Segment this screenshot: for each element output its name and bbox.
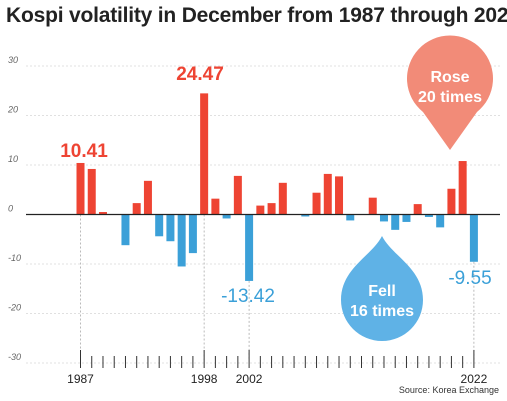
chart-title: Kospi volatility in December from 1987 t… <box>6 4 507 27</box>
bar-2020 <box>447 188 456 215</box>
x-tick-label-2002: 2002 <box>236 372 263 386</box>
x-tick-label-1998: 1998 <box>191 372 218 386</box>
x-tick-label-2022: 2022 <box>461 372 488 386</box>
y-tick-label: 10 <box>8 154 18 164</box>
x-tick-label-1987: 1987 <box>67 372 94 386</box>
bar-2002 <box>245 214 254 281</box>
bar-1998 <box>200 93 209 215</box>
bar-2003 <box>256 205 265 215</box>
label-2022-value: -9.55 <box>448 268 491 289</box>
bar-2001 <box>233 175 242 215</box>
bar-2009 <box>323 173 332 215</box>
y-tick-label: 20 <box>7 105 18 115</box>
label-1987-value: 10.41 <box>60 141 108 162</box>
bar-1997 <box>188 214 197 254</box>
bar-2022 <box>469 214 478 262</box>
bar-2017 <box>413 204 422 215</box>
fell-badge-line1: Fell <box>368 283 396 300</box>
year-guide-lines <box>80 214 475 360</box>
bar-2010 <box>335 176 344 215</box>
y-axis-ticks: 30 20 10 0 -10 -20 -30 <box>7 55 21 362</box>
bar-1993 <box>143 180 152 215</box>
bar-2019 <box>436 214 445 228</box>
bar-1999 <box>211 198 220 215</box>
y-tick-label: -20 <box>8 303 21 313</box>
y-tick-label: 30 <box>8 55 18 65</box>
gridlines <box>26 65 500 364</box>
bar-2016 <box>402 214 411 222</box>
bar-2011 <box>346 214 355 221</box>
rose-badge-line1: Rose <box>430 69 469 86</box>
bar-2005 <box>278 182 287 215</box>
rose-badge-line2: 20 times <box>418 89 482 106</box>
rose-badge-shape <box>407 35 493 150</box>
label-1998-value: 24.47 <box>176 64 224 85</box>
y-tick-label: -30 <box>8 352 21 362</box>
bar-2000 <box>222 214 231 219</box>
bar-2018 <box>424 214 433 217</box>
bar-1992 <box>132 203 141 215</box>
bar-1994 <box>155 214 164 237</box>
bar-1991 <box>121 214 130 246</box>
bar-1989 <box>98 212 107 215</box>
bar-1996 <box>177 214 186 267</box>
bar-2007 <box>301 214 310 217</box>
fell-badge-shape <box>341 236 423 341</box>
bar-2008 <box>312 192 321 215</box>
rose-badge: Rose 20 times <box>407 35 493 150</box>
bar-1988 <box>87 168 96 215</box>
source-note: Source: Korea Exchange <box>398 385 499 395</box>
bar-2013 <box>368 197 377 215</box>
bar-2004 <box>267 203 276 215</box>
fell-badge: Fell 16 times <box>341 236 423 341</box>
x-axis: 1987 1998 2002 2022 <box>26 213 500 386</box>
y-tick-label: 0 <box>8 204 13 214</box>
bar-1987 <box>76 162 85 215</box>
label-2002-value: -13.42 <box>221 286 275 307</box>
bar-1995 <box>166 214 175 242</box>
fell-badge-line2: 16 times <box>350 303 414 320</box>
bar-2014 <box>379 214 388 222</box>
bar-2015 <box>391 214 400 230</box>
bars <box>76 93 478 281</box>
y-tick-label: -10 <box>8 253 21 263</box>
bar-2021 <box>458 161 467 215</box>
